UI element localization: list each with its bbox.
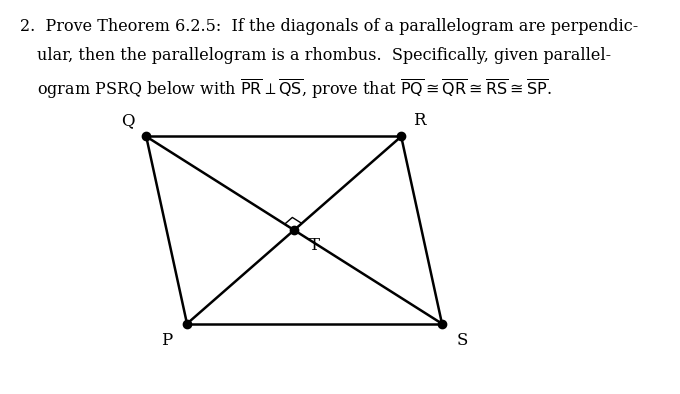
- Text: ular, then the parallelogram is a rhombus.  Specifically, given parallel-: ular, then the parallelogram is a rhombu…: [37, 47, 611, 64]
- Text: Q: Q: [122, 112, 135, 129]
- Text: P: P: [161, 332, 172, 349]
- Text: T: T: [309, 237, 320, 254]
- Text: ogram PSRQ below with $\overline{\mathrm{PR}} \perp \overline{\mathrm{QS}}$, pro: ogram PSRQ below with $\overline{\mathrm…: [37, 77, 552, 101]
- Text: R: R: [413, 112, 425, 129]
- Text: 2.  Prove Theorem 6.2.5:  If the diagonals of a parallelogram are perpendic-: 2. Prove Theorem 6.2.5: If the diagonals…: [20, 18, 639, 35]
- Text: S: S: [457, 332, 468, 349]
